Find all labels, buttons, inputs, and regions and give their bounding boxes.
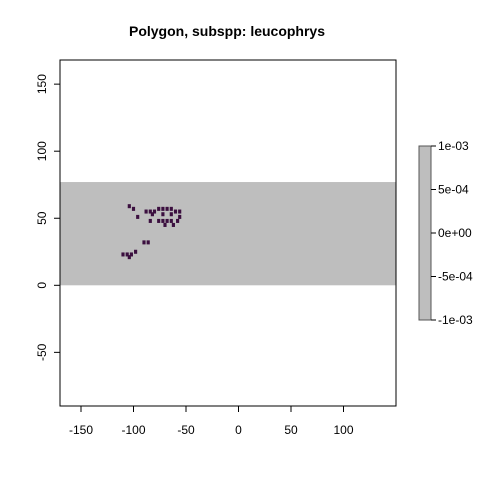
- data-cell: [134, 249, 138, 254]
- x-tick-label: -100: [121, 423, 145, 437]
- data-cell: [152, 209, 157, 214]
- chart-title: Polygon, subspp: leucophrys: [129, 23, 325, 39]
- data-cell: [161, 212, 165, 217]
- cells-group: [121, 204, 182, 260]
- x-tick-label: 50: [284, 423, 298, 437]
- data-cell: [148, 209, 152, 214]
- data-cell: [129, 252, 133, 257]
- data-cell: [165, 206, 169, 211]
- y-tick-label: -50: [35, 343, 49, 361]
- data-cell: [165, 218, 169, 223]
- legend-ticks: 1e-03 5e-04 0e+00 -5e-04 -1e-03: [431, 139, 473, 327]
- data-cell: [157, 218, 161, 223]
- data-cell: [178, 214, 182, 219]
- legend-tick-label: 1e-03: [438, 139, 469, 153]
- data-cell: [142, 240, 146, 245]
- background-band: [60, 182, 396, 286]
- data-cell: [161, 206, 165, 211]
- data-cell: [169, 206, 173, 211]
- x-tick-label: 100: [333, 423, 353, 437]
- data-cell: [169, 218, 173, 223]
- data-cell: [157, 206, 161, 211]
- y-tick-label: 50: [35, 211, 49, 225]
- y-tick-label: 100: [35, 141, 49, 161]
- y-tick-label: 150: [35, 74, 49, 94]
- data-cell: [136, 214, 140, 219]
- data-cell: [176, 218, 180, 223]
- data-cell: [178, 209, 182, 214]
- data-cell: [148, 218, 152, 223]
- y-tick-label: 0: [35, 282, 49, 289]
- data-cell: [163, 222, 167, 227]
- legend-tick-label: 5e-04: [438, 183, 469, 197]
- data-cell: [146, 240, 150, 245]
- data-cell: [161, 218, 165, 223]
- plot-area: [59, 59, 397, 407]
- data-cell: [127, 255, 131, 260]
- legend-tick-label: -5e-04: [438, 270, 473, 284]
- x-tick-label: -50: [177, 423, 195, 437]
- data-cell: [171, 222, 175, 227]
- data-cell: [144, 209, 148, 214]
- data-cell: [131, 206, 136, 211]
- data-cell: [125, 252, 129, 257]
- legend-colorbar: [418, 145, 432, 321]
- y-axis: -50 0 50 100 150: [35, 74, 61, 361]
- data-cell: [121, 252, 125, 257]
- data-cell: [127, 204, 131, 209]
- legend-tick-label: -1e-03: [438, 313, 473, 327]
- data-cell: [173, 209, 178, 214]
- data-cell: [150, 212, 154, 217]
- color-legend: 1e-03 5e-04 0e+00 -5e-04 -1e-03: [418, 139, 473, 327]
- x-tick-label: 0: [235, 423, 242, 437]
- x-tick-label: -150: [69, 423, 93, 437]
- x-axis: -150 -100 -50 0 50 100: [69, 405, 354, 437]
- legend-tick-label: 0e+00: [438, 226, 472, 240]
- data-cell: [169, 212, 173, 217]
